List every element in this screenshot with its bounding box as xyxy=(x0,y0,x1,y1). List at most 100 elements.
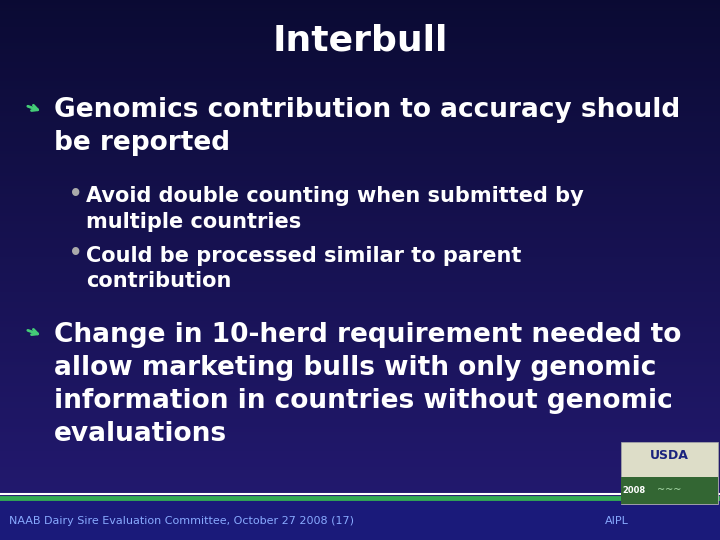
Bar xyxy=(0,389,720,392)
Bar xyxy=(0,200,720,202)
Bar xyxy=(0,494,720,497)
Bar xyxy=(0,70,720,73)
Bar xyxy=(0,54,720,57)
Bar xyxy=(0,486,720,489)
Bar xyxy=(0,154,720,157)
Text: Genomics contribution to accuracy should
be reported: Genomics contribution to accuracy should… xyxy=(54,97,680,156)
Text: Avoid double counting when submitted by
multiple countries: Avoid double counting when submitted by … xyxy=(86,186,584,232)
Bar xyxy=(0,521,720,524)
Bar xyxy=(0,332,720,335)
Bar xyxy=(0,176,720,178)
Bar xyxy=(621,442,718,504)
Bar xyxy=(0,259,720,262)
Bar xyxy=(0,289,720,292)
Bar xyxy=(0,108,720,111)
Bar xyxy=(0,481,720,483)
Bar xyxy=(0,470,720,472)
Bar xyxy=(0,119,720,122)
Bar xyxy=(0,140,720,143)
Bar xyxy=(0,243,720,246)
Bar xyxy=(0,319,720,321)
Bar xyxy=(0,267,720,270)
Bar xyxy=(0,27,720,30)
Bar xyxy=(0,435,720,437)
Bar xyxy=(0,165,720,167)
Bar xyxy=(0,462,720,464)
Bar xyxy=(0,427,720,429)
Bar xyxy=(0,16,720,19)
Bar xyxy=(0,100,720,103)
Bar xyxy=(0,216,720,219)
Bar xyxy=(0,402,720,405)
Bar xyxy=(0,3,720,5)
Bar xyxy=(0,316,720,319)
Bar xyxy=(0,197,720,200)
Bar xyxy=(0,432,720,435)
Bar xyxy=(0,5,720,8)
Bar xyxy=(0,343,720,346)
Bar xyxy=(0,340,720,343)
Bar xyxy=(0,184,720,186)
Bar xyxy=(0,362,720,364)
Bar xyxy=(0,124,720,127)
Bar xyxy=(0,256,720,259)
Bar xyxy=(0,440,720,443)
Bar xyxy=(0,308,720,310)
Bar xyxy=(0,62,720,65)
Bar xyxy=(0,354,720,356)
Bar xyxy=(0,135,720,138)
Bar xyxy=(0,230,720,232)
Bar xyxy=(0,375,720,378)
Bar xyxy=(0,273,720,275)
Bar xyxy=(0,392,720,394)
Bar xyxy=(0,202,720,205)
Bar xyxy=(0,97,720,100)
Text: 2008: 2008 xyxy=(622,486,645,495)
Bar xyxy=(0,105,720,108)
Bar xyxy=(0,475,720,478)
Bar xyxy=(0,413,720,416)
Bar xyxy=(0,127,720,130)
Text: •: • xyxy=(69,184,83,204)
Text: NAAB Dairy Sire Evaluation Committee, October 27 2008 (17): NAAB Dairy Sire Evaluation Committee, Oc… xyxy=(9,516,354,525)
Bar xyxy=(0,159,720,162)
Bar xyxy=(0,40,720,43)
Bar xyxy=(0,478,720,481)
Bar xyxy=(0,173,720,176)
Bar xyxy=(0,429,720,432)
Bar xyxy=(0,443,720,445)
Bar xyxy=(0,294,720,297)
Bar xyxy=(0,335,720,338)
Bar xyxy=(0,483,720,486)
Bar xyxy=(0,418,720,421)
Bar xyxy=(0,510,720,513)
Bar xyxy=(0,192,720,194)
Bar xyxy=(0,167,720,170)
Bar xyxy=(0,224,720,227)
Text: Interbull: Interbull xyxy=(272,24,448,57)
Bar xyxy=(0,467,720,470)
Bar xyxy=(0,116,720,119)
Bar xyxy=(0,30,720,32)
Bar xyxy=(0,386,720,389)
Bar xyxy=(0,227,720,229)
Bar xyxy=(0,49,720,51)
Bar xyxy=(0,400,720,402)
Bar xyxy=(0,364,720,367)
Bar xyxy=(0,270,720,273)
Bar xyxy=(0,410,720,413)
Bar xyxy=(0,286,720,289)
Bar xyxy=(0,132,720,135)
Bar xyxy=(0,356,720,359)
Bar xyxy=(0,321,720,324)
Bar xyxy=(0,454,720,456)
Bar xyxy=(0,537,720,540)
Bar xyxy=(0,300,720,302)
Bar xyxy=(0,14,720,16)
Bar xyxy=(0,302,720,305)
Bar xyxy=(0,297,720,300)
Bar xyxy=(0,43,720,46)
Bar xyxy=(0,57,720,59)
Text: USDA: USDA xyxy=(649,449,688,462)
Bar xyxy=(0,513,720,516)
